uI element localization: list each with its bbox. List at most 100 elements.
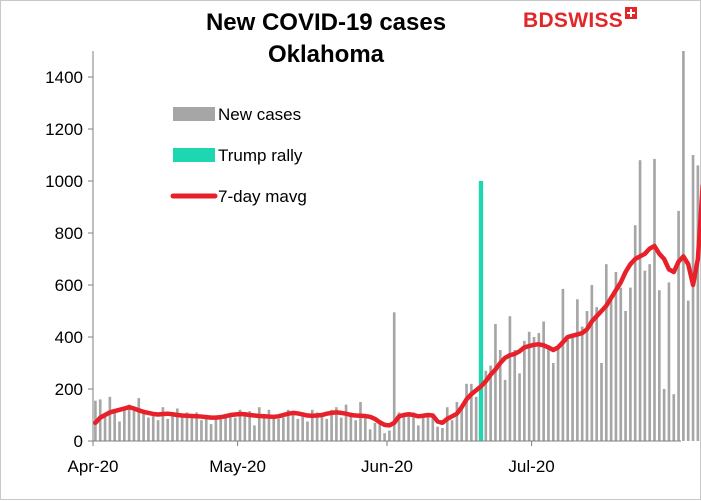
case-bar <box>421 417 425 441</box>
case-bar <box>474 396 478 441</box>
case-bar <box>204 418 208 441</box>
legend-swatch <box>173 107 215 121</box>
brand-logo: BDSWISS <box>523 7 638 33</box>
case-bar <box>691 155 695 441</box>
case-bar <box>465 383 468 441</box>
y-tick-label: 200 <box>55 380 83 399</box>
case-bar <box>219 415 223 441</box>
case-bar <box>489 365 492 441</box>
case-bar <box>132 409 136 441</box>
case-bar <box>156 420 160 441</box>
case-bar <box>277 418 280 441</box>
case-bar <box>286 409 290 441</box>
case-bar <box>633 225 637 441</box>
case-bar <box>523 340 526 441</box>
case-bar <box>624 311 627 441</box>
case-bar <box>224 413 227 441</box>
case-bar <box>590 285 594 441</box>
case-bar <box>118 421 121 441</box>
rally-bar <box>478 181 484 441</box>
y-tick-label: 800 <box>55 224 83 243</box>
case-bar <box>609 295 613 441</box>
case-bar <box>161 407 165 441</box>
case-bar <box>696 165 700 441</box>
case-bar <box>571 337 574 441</box>
case-bar <box>542 321 545 441</box>
case-bar <box>349 412 353 441</box>
chart-title: New COVID-19 cases <box>205 9 447 36</box>
case-bar <box>657 290 661 441</box>
case-bar <box>296 418 300 441</box>
case-bar <box>648 264 651 441</box>
case-bar <box>339 417 343 441</box>
case-bar <box>238 409 242 441</box>
case-bar <box>417 425 420 441</box>
legend-swatch <box>173 148 215 162</box>
case-bar <box>185 412 189 441</box>
case-bar <box>243 416 247 441</box>
case-bar <box>291 411 295 441</box>
case-bar <box>315 412 319 441</box>
case-bar <box>354 420 357 441</box>
case-bar <box>672 394 676 441</box>
mavg-line <box>93 183 701 428</box>
case-bar <box>431 413 435 441</box>
case-bar <box>195 412 198 441</box>
y-tick-label: 400 <box>55 328 83 347</box>
case-bar <box>638 160 642 441</box>
chart-subtitle: Oklahoma <box>267 41 385 68</box>
case-bar <box>600 363 603 441</box>
case-bar <box>518 373 521 441</box>
legend-label: Trump rally <box>218 146 303 165</box>
case-bar <box>127 404 131 441</box>
x-tick-label: Jul-20 <box>508 457 554 476</box>
case-bar <box>619 287 623 441</box>
case-bar <box>214 416 218 441</box>
case-bar <box>547 348 550 441</box>
case-bar <box>103 413 107 441</box>
case-bar <box>344 404 348 441</box>
case-bar <box>248 411 251 441</box>
case-bar <box>450 420 454 441</box>
case-bar <box>508 316 512 441</box>
y-tick-label: 1200 <box>45 120 83 139</box>
case-bar <box>253 425 256 441</box>
case-bar <box>556 344 560 441</box>
case-bar <box>200 420 203 441</box>
case-bar <box>643 270 647 441</box>
case-bar <box>233 417 237 441</box>
y-tick-label: 600 <box>55 276 83 295</box>
case-bar <box>498 350 502 441</box>
case-bar <box>282 417 285 441</box>
case-bar <box>576 299 579 441</box>
case-bar <box>402 415 406 441</box>
case-bar <box>151 416 155 441</box>
case-bar <box>180 416 184 441</box>
case-bar <box>108 396 112 441</box>
case-bar <box>445 407 449 441</box>
case-bar <box>484 370 488 441</box>
case-bar <box>137 398 141 441</box>
case-bar <box>383 433 386 441</box>
case-bar <box>653 158 656 441</box>
case-bar <box>677 210 680 441</box>
case-bar <box>310 409 314 441</box>
case-bar <box>460 407 464 441</box>
case-bar <box>441 428 444 441</box>
case-bar <box>614 272 618 441</box>
case-bar <box>470 383 473 441</box>
case-bar <box>209 424 213 441</box>
case-bar <box>604 264 608 441</box>
case-bar <box>378 421 382 441</box>
case-bar <box>363 417 367 441</box>
case-bar <box>629 287 632 441</box>
case-bar <box>359 402 362 441</box>
case-bar <box>537 333 541 441</box>
case-bar <box>257 407 261 441</box>
case-bar <box>272 415 276 441</box>
case-bar <box>585 311 589 441</box>
case-bar <box>171 413 174 441</box>
case-bar <box>147 417 150 441</box>
